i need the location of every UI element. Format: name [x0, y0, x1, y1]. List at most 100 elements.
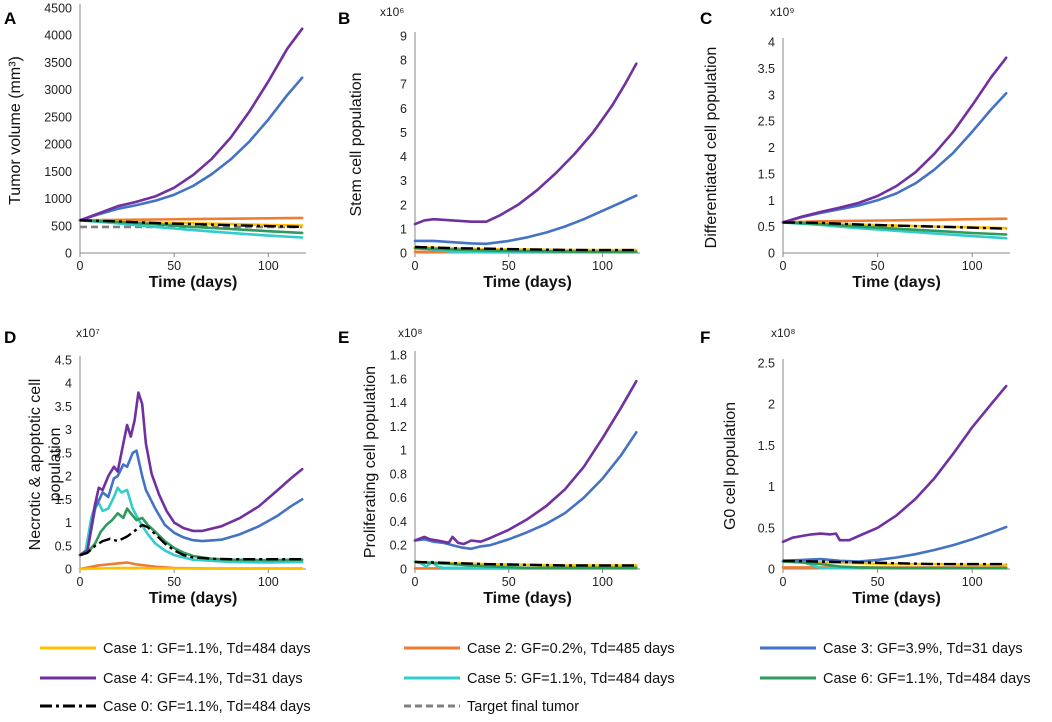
y-tick-label: 2500 — [44, 110, 72, 124]
y-tick-label: 4000 — [44, 29, 72, 43]
y-tick-label: 3.5 — [758, 62, 775, 76]
y-tick-label: 6 — [400, 102, 407, 116]
x-axis-label: Time (days) — [483, 590, 572, 607]
y-tick-label: 0 — [400, 563, 407, 577]
x-tick-label: 50 — [167, 259, 181, 273]
y-tick-label: 5 — [400, 126, 407, 140]
y-tick-label: 1 — [400, 444, 407, 458]
series-line-c0 — [782, 559, 1007, 566]
y-tick-label: 2.5 — [55, 446, 72, 460]
x-tick-label: 50 — [167, 575, 181, 589]
panel-letter: F — [700, 328, 710, 347]
y-tick-label: 2 — [65, 470, 72, 484]
y-tick-label: 1.5 — [55, 493, 72, 507]
y-tick-label: 1.5 — [758, 167, 775, 181]
y-tick-label: 1.2 — [390, 420, 407, 434]
series-line-c6 — [781, 221, 1008, 236]
y-tick-label: 500 — [51, 219, 72, 233]
y-multiplier: x10⁸ — [398, 326, 422, 340]
y-tick-label: 2.5 — [758, 115, 775, 129]
y-multiplier: x10⁸ — [771, 326, 795, 340]
x-tick-label: 50 — [871, 259, 885, 273]
y-tick-label: 4 — [400, 150, 407, 164]
series-line-c3 — [78, 449, 304, 557]
y-axis-label: Necrotic & apoptotic cell population — [27, 379, 64, 551]
y-axis-label: Differentiated cell population — [703, 47, 720, 249]
y-tick-label: 0 — [65, 563, 72, 577]
y-tick-label: 0 — [400, 247, 407, 261]
y-tick-label: 0 — [768, 247, 775, 261]
y-tick-label: 1000 — [44, 192, 72, 206]
y-tick-label: 4 — [768, 36, 775, 50]
series-line-c0 — [414, 560, 637, 567]
y-tick-label: 2.5 — [758, 357, 775, 371]
legend-item-c6: Case 6: GF=1.1%, Td=484 days — [760, 671, 1031, 687]
y-tick-label: 1 — [768, 194, 775, 208]
series-line-c1 — [78, 566, 304, 571]
series-line-c6 — [78, 219, 304, 235]
x-tick-label: 50 — [871, 575, 885, 589]
legend-label: Target final tumor — [467, 699, 579, 715]
y-tick-label: 0.2 — [390, 539, 407, 553]
y-tick-label: 8 — [400, 54, 407, 68]
y-tick-label: 0.5 — [55, 539, 72, 553]
x-axis-label: Time (days) — [149, 274, 238, 291]
legend-label: Case 4: GF=4.1%, Td=31 days — [103, 671, 303, 687]
x-tick-label: 100 — [962, 575, 983, 589]
y-tick-label: 2000 — [44, 138, 72, 152]
panel-a: A 0 500 1000 1500 2000 2500 3000 3500 4000 4500 0 50… — [4, 2, 306, 291]
x-tick-label: 0 — [77, 575, 84, 589]
series-line-c6 — [413, 246, 638, 254]
y-tick-label: 3 — [400, 174, 407, 188]
y-multiplier: x10⁶ — [380, 5, 404, 19]
y-tick-label: 2 — [400, 198, 407, 212]
y-tick-label: 0.5 — [758, 521, 775, 535]
y-tick-label: 3500 — [44, 56, 72, 70]
series-line-c2 — [781, 217, 1008, 224]
x-tick-label: 50 — [502, 575, 516, 589]
y-tick-label: 4500 — [44, 2, 72, 16]
x-tick-label: 100 — [258, 575, 279, 589]
y-tick-label: 3 — [768, 88, 775, 102]
y-tick-label: 3000 — [44, 83, 72, 97]
series-line-c0 — [414, 245, 637, 252]
panel-letter: B — [338, 9, 350, 28]
y-tick-label: 1.8 — [390, 349, 407, 363]
series-line-c0 — [782, 221, 1007, 230]
legend: Case 1: GF=1.1%, Td=484 days Case 2: GF=0… — [40, 641, 1031, 715]
y-tick-label: 4 — [65, 377, 72, 391]
y-axis-label: Proliferating cell population — [362, 366, 379, 558]
x-tick-label: 0 — [412, 575, 419, 589]
series-line-c4 — [78, 391, 304, 557]
legend-label: Case 1: GF=1.1%, Td=484 days — [103, 641, 311, 657]
y-multiplier: x10⁹ — [770, 5, 795, 19]
series-line-c3 — [781, 91, 1008, 224]
y-tick-label: 2 — [768, 141, 775, 155]
y-multiplier: x10⁷ — [76, 326, 100, 340]
panel-letter: D — [4, 328, 16, 347]
panel-letter: C — [700, 9, 712, 28]
y-tick-label: 3.5 — [55, 400, 72, 414]
legend-item-c5: Case 5: GF=1.1%, Td=484 days — [404, 671, 675, 687]
y-tick-label: 1 — [768, 480, 775, 494]
y-tick-label: 0.5 — [758, 220, 775, 234]
y-tick-label: 0 — [65, 247, 72, 261]
y-tick-label: 1.5 — [758, 439, 775, 453]
series-line-c3 — [413, 430, 638, 551]
x-tick-label: 0 — [412, 259, 419, 273]
legend-item-c2: Case 2: GF=0.2%, Td=485 days — [404, 641, 675, 657]
x-axis-label: Time (days) — [149, 590, 238, 607]
series-line-c6 — [781, 560, 1008, 570]
series-line-c2 — [78, 216, 304, 222]
y-tick-label: 1.4 — [390, 396, 407, 410]
legend-item-c0: Case 0: GF=1.1%, Td=484 days — [40, 699, 311, 715]
legend-item-tgt: Target final tumor — [404, 699, 579, 715]
y-tick-label: 0.6 — [390, 491, 407, 505]
x-tick-label: 100 — [258, 259, 279, 273]
legend-label: Case 5: GF=1.1%, Td=484 days — [467, 671, 675, 687]
